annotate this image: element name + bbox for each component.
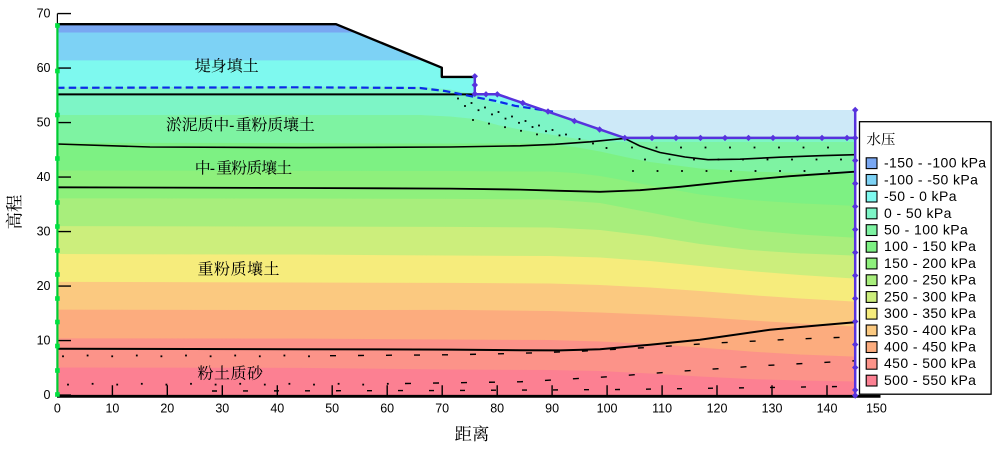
svg-text:40: 40 bbox=[37, 170, 51, 184]
svg-text:140: 140 bbox=[817, 402, 838, 416]
svg-text:10: 10 bbox=[105, 402, 119, 416]
svg-text:300 - 350 kPa: 300 - 350 kPa bbox=[884, 305, 976, 321]
svg-text:350 - 400 kPa: 350 - 400 kPa bbox=[884, 322, 976, 338]
svg-text:50: 50 bbox=[37, 115, 51, 129]
svg-text:110: 110 bbox=[652, 402, 672, 416]
svg-text:250 - 300 kPa: 250 - 300 kPa bbox=[884, 288, 976, 304]
svg-text:80: 80 bbox=[490, 402, 504, 416]
svg-text:150: 150 bbox=[866, 402, 887, 416]
svg-text:-: - bbox=[210, 161, 215, 178]
svg-text:150 - 200 kPa: 150 - 200 kPa bbox=[884, 255, 976, 271]
svg-text:450 - 500 kPa: 450 - 500 kPa bbox=[884, 355, 976, 371]
svg-text:-50 - 0 kPa: -50 - 0 kPa bbox=[884, 188, 957, 204]
svg-text:30: 30 bbox=[215, 402, 229, 416]
svg-text:0: 0 bbox=[44, 388, 51, 402]
svg-text:100 - 150 kPa: 100 - 150 kPa bbox=[884, 238, 976, 254]
svg-text:200 - 250 kPa: 200 - 250 kPa bbox=[884, 272, 976, 288]
svg-text:120: 120 bbox=[707, 402, 728, 416]
svg-text:100: 100 bbox=[597, 402, 618, 416]
svg-text:70: 70 bbox=[37, 6, 51, 20]
svg-text:0: 0 bbox=[54, 402, 61, 416]
svg-text:10: 10 bbox=[37, 333, 51, 347]
svg-text:30: 30 bbox=[37, 224, 51, 238]
svg-text:20: 20 bbox=[160, 402, 174, 416]
svg-text:-150 - -100 kPa: -150 - -100 kPa bbox=[884, 155, 987, 171]
svg-text:50: 50 bbox=[325, 402, 339, 416]
svg-text:50 - 100 kPa: 50 - 100 kPa bbox=[884, 222, 968, 238]
svg-text:20: 20 bbox=[37, 279, 51, 293]
svg-text:70: 70 bbox=[435, 402, 449, 416]
svg-text:-: - bbox=[229, 117, 234, 134]
svg-text:0 - 50 kPa: 0 - 50 kPa bbox=[884, 205, 952, 221]
svg-text:500 - 550 kPa: 500 - 550 kPa bbox=[884, 372, 976, 388]
svg-text:400 - 450 kPa: 400 - 450 kPa bbox=[884, 339, 976, 355]
svg-text:60: 60 bbox=[380, 402, 394, 416]
svg-text:130: 130 bbox=[762, 402, 783, 416]
svg-text:90: 90 bbox=[545, 402, 559, 416]
svg-text:60: 60 bbox=[37, 61, 51, 75]
svg-text:-100 - -50 kPa: -100 - -50 kPa bbox=[884, 171, 978, 187]
svg-text:40: 40 bbox=[270, 402, 284, 416]
